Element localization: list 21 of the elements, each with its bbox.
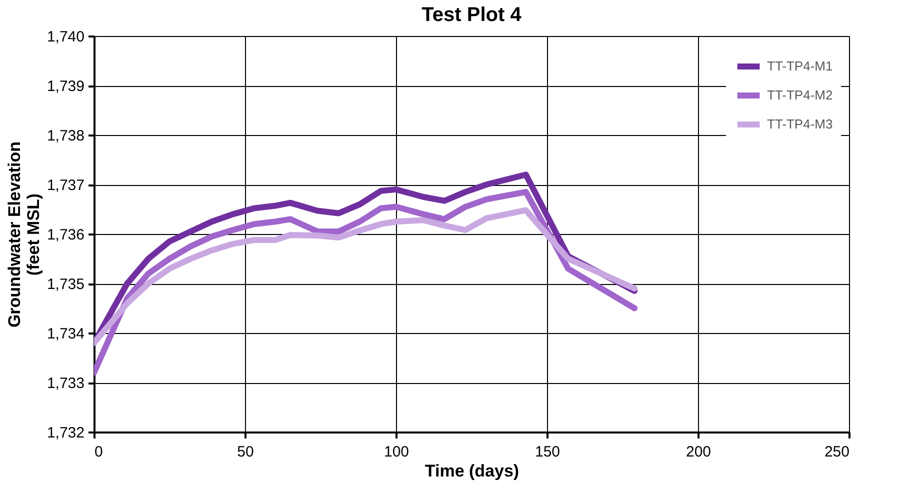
legend-label: TT-TP4-M3 — [767, 116, 833, 132]
y-tick-label: 1,732 — [46, 424, 84, 442]
x-tick-label: 100 — [384, 444, 410, 460]
y-tick-label: 1,740 — [46, 28, 84, 46]
x-tick-label: 200 — [686, 444, 712, 460]
y-axis-title: Groundwater Elevation (feet MSL) — [4, 141, 43, 328]
x-tick-label: 150 — [534, 444, 560, 460]
x-axis-title: Time (days) — [424, 462, 520, 480]
x-tick-label: 50 — [237, 444, 254, 460]
legend-label: TT-TP4-M1 — [767, 58, 833, 74]
y-tick-label: 1,738 — [46, 128, 84, 144]
legend-label: TT-TP4-M2 — [767, 88, 833, 102]
y-tick-label: 1,734 — [46, 326, 84, 342]
chart-title: Test Plot 4 — [422, 4, 522, 26]
y-tick-label: 1,736 — [46, 226, 84, 244]
x-tick-label: 0 — [94, 444, 103, 460]
y-tick-label: 1,735 — [46, 276, 84, 293]
y-tick-label: 1,739 — [46, 78, 84, 95]
x-tick-label: 250 — [824, 444, 850, 460]
y-tick-label: 1,737 — [46, 177, 84, 194]
y-tick-label: 1,733 — [46, 375, 84, 392]
